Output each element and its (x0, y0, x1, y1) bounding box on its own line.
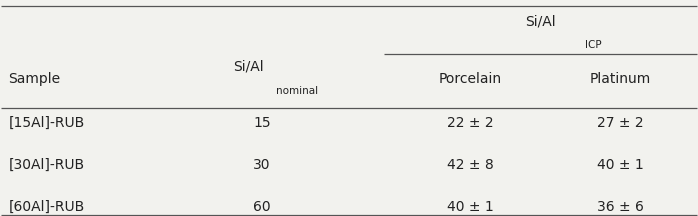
Text: 22 ± 2: 22 ± 2 (447, 116, 494, 130)
Text: 27 ± 2: 27 ± 2 (597, 116, 644, 130)
Text: 40 ± 1: 40 ± 1 (597, 158, 644, 172)
Text: [30Al]-RUB: [30Al]-RUB (8, 158, 84, 172)
Text: 15: 15 (253, 116, 271, 130)
Text: 30: 30 (253, 158, 271, 172)
Text: 60: 60 (253, 200, 271, 214)
Text: Sample: Sample (8, 72, 61, 86)
Text: [60Al]-RUB: [60Al]-RUB (8, 200, 84, 214)
Text: 40 ± 1: 40 ± 1 (447, 200, 494, 214)
Text: 36 ± 6: 36 ± 6 (597, 200, 644, 214)
Text: Porcelain: Porcelain (439, 72, 503, 86)
Text: [15Al]-RUB: [15Al]-RUB (8, 116, 84, 130)
Text: ICP: ICP (586, 40, 602, 50)
Text: Platinum: Platinum (590, 72, 651, 86)
Text: nominal: nominal (276, 86, 318, 97)
Text: Si/Al: Si/Al (233, 59, 264, 73)
Text: 42 ± 8: 42 ± 8 (447, 158, 494, 172)
Text: Si/Al: Si/Al (525, 15, 556, 29)
